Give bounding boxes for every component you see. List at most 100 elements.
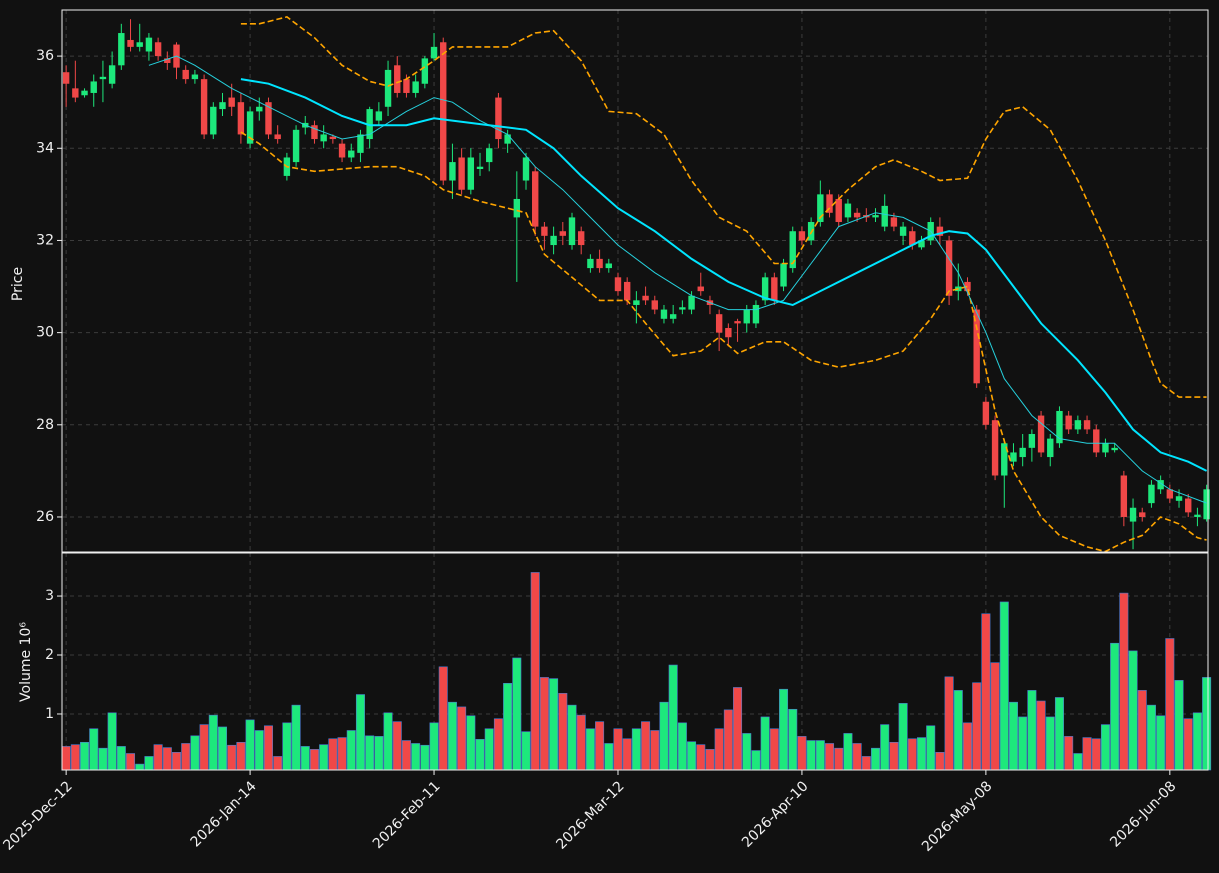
candle-body xyxy=(1074,420,1082,430)
candle-body xyxy=(835,198,842,223)
candle-body xyxy=(633,300,640,305)
candle-body xyxy=(1166,489,1174,499)
candle-body xyxy=(1010,452,1017,462)
volume-bar xyxy=(1192,712,1202,771)
volume-bar xyxy=(962,722,972,771)
candle-body xyxy=(375,111,383,121)
volume-bar xyxy=(889,741,899,771)
volume-bar xyxy=(990,662,1000,771)
volume-bar xyxy=(751,750,761,771)
x-tick-label: 2026-May-08 xyxy=(919,778,996,855)
volume-bar xyxy=(871,747,881,771)
candle-body xyxy=(771,277,778,301)
volume-bar xyxy=(1036,700,1046,771)
volume-bar xyxy=(1119,592,1129,771)
candle-body xyxy=(734,321,741,324)
candle-body xyxy=(1037,415,1045,453)
candle-body xyxy=(394,65,401,93)
candle-body xyxy=(329,136,337,140)
candle-body xyxy=(614,277,622,292)
volume-bar xyxy=(1183,718,1193,771)
volume-bar xyxy=(466,715,476,771)
candle-body xyxy=(798,231,806,241)
candle-body xyxy=(1001,443,1008,476)
volume-bar xyxy=(1045,716,1055,771)
candle-body xyxy=(237,102,245,135)
candle-body xyxy=(486,148,493,163)
plot-area xyxy=(62,10,1208,552)
candle-body xyxy=(1083,420,1091,430)
y-axis-label: Volume 10⁶ xyxy=(18,622,34,702)
volume-bar xyxy=(328,738,338,771)
volume-bar xyxy=(668,664,678,771)
y-tick-label: 28 xyxy=(36,417,54,433)
volume-bar xyxy=(916,737,926,771)
volume-bar xyxy=(365,735,375,771)
overlay-line xyxy=(240,78,1208,472)
candle-body xyxy=(228,97,235,107)
candle-body xyxy=(559,231,567,236)
volume-bar xyxy=(769,728,779,771)
candle-body xyxy=(118,33,125,66)
volume-bar xyxy=(521,731,531,771)
candle-body xyxy=(449,162,456,181)
y-tick-label: 34 xyxy=(36,140,54,156)
candle-body xyxy=(81,90,88,96)
volume-bar xyxy=(199,724,209,771)
volume-bar xyxy=(604,743,614,771)
candle-body xyxy=(964,281,971,292)
candle-body xyxy=(1065,415,1072,430)
volume-bar xyxy=(1091,738,1101,771)
candle-body xyxy=(72,88,79,98)
volume-bar xyxy=(641,721,651,771)
volume-bar xyxy=(401,740,411,771)
candle-body xyxy=(154,42,162,57)
volume-bar xyxy=(61,746,71,771)
volume-bar xyxy=(190,735,200,771)
volume-bar xyxy=(337,737,347,771)
volume-bar xyxy=(585,728,595,771)
overlay-line xyxy=(240,131,1207,553)
candle-body xyxy=(669,314,677,319)
x-tick-label: 2026-Feb-11 xyxy=(370,778,444,852)
volume-bar xyxy=(834,747,844,771)
volume-bar xyxy=(944,676,954,771)
y-tick-label: 26 xyxy=(36,509,54,525)
volume-bar xyxy=(1156,715,1166,771)
candle-body xyxy=(1111,447,1118,451)
volume-bar xyxy=(567,704,577,771)
volume-bar xyxy=(126,753,136,771)
volume-bar xyxy=(1018,716,1028,771)
candle-body xyxy=(320,134,327,142)
candle-body xyxy=(274,134,281,140)
volume-bar xyxy=(815,740,825,771)
volume-bar xyxy=(898,703,908,771)
x-tick-label: 2025-Dec-12 xyxy=(0,778,75,853)
volume-bar xyxy=(953,690,963,771)
candle-body xyxy=(1175,496,1183,501)
volume-bar xyxy=(355,694,365,771)
candle-body xyxy=(679,307,686,310)
volume-bar xyxy=(613,728,623,771)
candle-body xyxy=(357,134,364,153)
volume-bar xyxy=(549,678,559,771)
volume-bar xyxy=(484,728,494,771)
candle-body xyxy=(651,300,658,310)
volume-bar xyxy=(1146,704,1156,771)
volume-bar xyxy=(98,747,108,771)
volume-bar xyxy=(1073,753,1083,771)
candle-body xyxy=(1019,447,1026,458)
volume-bar xyxy=(291,704,301,771)
y-tick-label: 1 xyxy=(45,706,54,722)
volume-bar xyxy=(438,666,448,771)
volume-bar xyxy=(530,572,540,771)
candle-body xyxy=(890,217,898,227)
volume-bar xyxy=(70,744,80,771)
volume-bar xyxy=(1100,724,1110,771)
volume-bar xyxy=(447,701,457,771)
candle-body xyxy=(412,81,419,93)
y-tick-label: 30 xyxy=(36,325,54,341)
y-tick-label: 3 xyxy=(45,588,54,604)
